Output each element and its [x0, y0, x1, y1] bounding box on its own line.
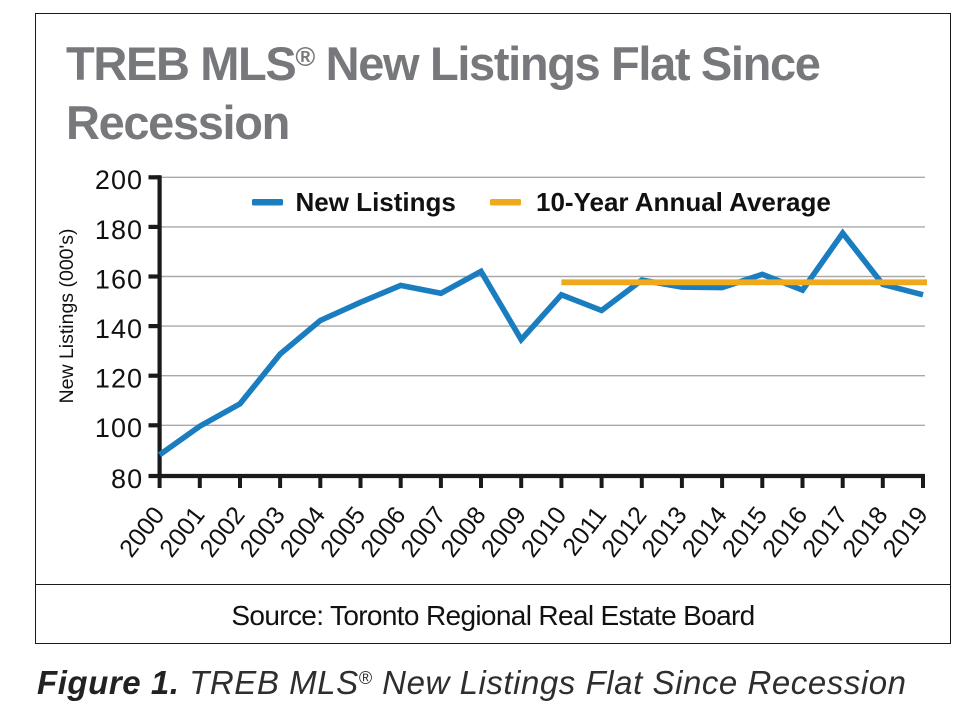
- svg-text:2018: 2018: [837, 501, 893, 562]
- svg-text:2000: 2000: [114, 501, 170, 562]
- svg-text:2006: 2006: [355, 501, 411, 562]
- svg-text:2013: 2013: [636, 501, 692, 562]
- svg-text:2019: 2019: [877, 501, 933, 562]
- svg-text:160: 160: [95, 264, 143, 294]
- svg-text:2017: 2017: [797, 501, 853, 562]
- svg-text:2005: 2005: [315, 501, 371, 562]
- svg-text:2012: 2012: [596, 501, 652, 562]
- svg-text:2015: 2015: [717, 501, 773, 562]
- svg-text:100: 100: [95, 413, 143, 443]
- svg-text:2004: 2004: [275, 501, 331, 562]
- svg-text:2009: 2009: [476, 501, 532, 562]
- svg-text:2002: 2002: [194, 501, 250, 562]
- svg-text:2007: 2007: [395, 501, 451, 562]
- svg-text:180: 180: [95, 215, 143, 245]
- svg-text:120: 120: [95, 364, 143, 394]
- svg-text:2016: 2016: [757, 501, 813, 562]
- svg-text:New Listings: New Listings: [296, 187, 456, 217]
- svg-text:2010: 2010: [516, 501, 572, 562]
- svg-text:2001: 2001: [154, 501, 210, 562]
- svg-text:2003: 2003: [235, 501, 291, 562]
- svg-text:10-Year Annual Average: 10-Year Annual Average: [536, 187, 831, 217]
- svg-text:200: 200: [95, 165, 143, 195]
- svg-text:140: 140: [95, 314, 143, 344]
- svg-text:80: 80: [111, 464, 143, 494]
- svg-text:2014: 2014: [677, 501, 733, 562]
- svg-text:New Listings (000's): New Listings (000's): [56, 229, 78, 404]
- svg-text:2008: 2008: [435, 501, 491, 562]
